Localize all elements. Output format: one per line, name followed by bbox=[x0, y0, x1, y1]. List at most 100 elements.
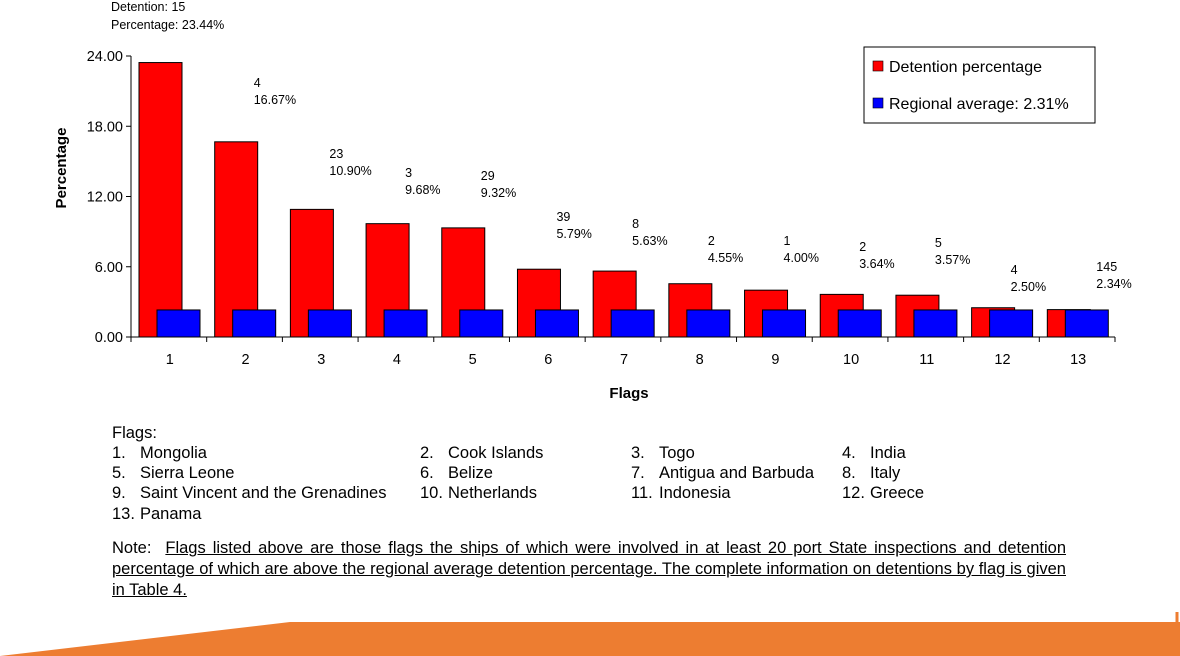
bar-detention bbox=[214, 141, 259, 338]
flag-item: 2. Cook Islands bbox=[420, 443, 543, 463]
flag-name: Italy bbox=[870, 464, 901, 482]
data-label-percentage: 4.00% bbox=[784, 251, 819, 265]
flags-heading: Flags: bbox=[112, 424, 157, 442]
flag-item: 11. Indonesia bbox=[631, 483, 731, 503]
data-label-percentage: 3.57% bbox=[935, 253, 970, 267]
x-tick-label: 6 bbox=[544, 352, 552, 368]
data-label-count: 2 bbox=[859, 240, 866, 254]
data-label-percentage: 9.32% bbox=[481, 186, 516, 200]
data-label-count: 4 bbox=[254, 76, 261, 90]
data-label-percentage: 9.68% bbox=[405, 183, 440, 197]
bar-detention bbox=[138, 62, 183, 338]
x-tick-label: 1 bbox=[166, 352, 174, 368]
data-label-count: 145 bbox=[1096, 260, 1117, 274]
bar-chart: Detention: 15 Percentage: 23.44% 0.00 6.0… bbox=[53, 0, 1132, 402]
flag-item: 7. Antigua and Barbuda bbox=[631, 463, 814, 483]
data-label-percentage: 5.63% bbox=[632, 234, 667, 248]
x-axis-title: Flags bbox=[609, 385, 648, 402]
x-tick-label: 5 bbox=[469, 352, 477, 368]
flag-name: Togo bbox=[659, 444, 695, 462]
data-label-count: 4 bbox=[1011, 263, 1018, 277]
legend-box bbox=[863, 46, 1096, 124]
bar-regional-average bbox=[837, 309, 882, 338]
flag-name: Indonesia bbox=[659, 484, 731, 502]
bar-regional-average bbox=[762, 309, 807, 338]
data-label-count: 8 bbox=[632, 217, 639, 231]
y-tick-label: 12.00 bbox=[87, 190, 123, 206]
flag-name: Antigua and Barbuda bbox=[659, 464, 815, 482]
flag-name: India bbox=[870, 444, 906, 462]
x-tick-label: 3 bbox=[317, 352, 325, 368]
flag-item: 8. Italy bbox=[842, 463, 900, 483]
bar-regional-average bbox=[913, 309, 958, 338]
flag-name: Belize bbox=[448, 464, 493, 482]
flag-item: 3. Togo bbox=[631, 443, 695, 463]
flag-item: 12. Greece bbox=[842, 483, 924, 503]
bar-regional-average bbox=[686, 309, 731, 338]
legend: Detention percentage Regional average: 2… bbox=[863, 46, 1096, 124]
flag-number: 5. bbox=[112, 464, 126, 482]
flag-name: Panama bbox=[140, 505, 202, 523]
flag-item: 1. Mongolia bbox=[112, 443, 207, 463]
data-label-count: 3 bbox=[405, 166, 412, 180]
flag-name: Cook Islands bbox=[448, 444, 544, 462]
legend-label-regional: Regional average: 2.31% bbox=[889, 96, 1069, 113]
flag-number: 10. bbox=[420, 484, 443, 502]
footer-accent-bar bbox=[0, 612, 1180, 656]
data-label-count: 29 bbox=[481, 169, 495, 183]
flag-number: 4. bbox=[842, 444, 856, 462]
flag-item: 9. Saint Vincent and the Grenadines bbox=[112, 483, 386, 503]
legend-swatch-detention bbox=[872, 60, 884, 72]
flag-number: 2. bbox=[420, 444, 434, 462]
flag-name: Netherlands bbox=[448, 484, 537, 502]
x-tick-label: 12 bbox=[994, 352, 1010, 368]
note-text: Flags listed above are those flags the s… bbox=[112, 539, 1067, 599]
bar-regional-average bbox=[989, 309, 1034, 338]
flag-item: 5. Sierra Leone bbox=[112, 463, 234, 483]
flag-number: 7. bbox=[631, 464, 645, 482]
bar-regional-average bbox=[459, 309, 504, 338]
flag-item: 13. Panama bbox=[112, 504, 201, 524]
bar-regional-average bbox=[534, 309, 579, 338]
bar-regional-average bbox=[383, 309, 428, 338]
flag-item: 4. India bbox=[842, 443, 906, 463]
bar-regional-average bbox=[610, 309, 655, 338]
footer-accent-shape bbox=[0, 622, 1180, 656]
x-tick-label: 7 bbox=[620, 352, 628, 368]
bar-regional-average bbox=[1064, 309, 1109, 338]
data-label-percentage: 2.34% bbox=[1096, 277, 1131, 291]
data-label-count: 23 bbox=[329, 147, 343, 161]
data-label-percentage: 2.50% bbox=[1011, 280, 1046, 294]
data-label-percentage: 10.90% bbox=[329, 164, 371, 178]
data-label-percentage: 4.55% bbox=[708, 251, 743, 265]
y-axis-title: Percentage bbox=[53, 128, 70, 209]
data-label-count: 1 bbox=[784, 234, 791, 248]
bar-regional-average bbox=[307, 309, 352, 338]
flag-number: 6. bbox=[420, 464, 434, 482]
y-tick-label: 24.00 bbox=[87, 49, 123, 65]
y-tick-label: 6.00 bbox=[95, 260, 123, 276]
flag-name: Sierra Leone bbox=[140, 464, 235, 482]
bar-regional-average bbox=[232, 309, 277, 338]
y-tick-label: 18.00 bbox=[87, 119, 123, 135]
flag-name: Saint Vincent and the Grenadines bbox=[140, 484, 387, 502]
data-label-percentage: 5.79% bbox=[556, 227, 591, 241]
y-tick-label: 0.00 bbox=[95, 330, 123, 346]
top-annotation-line1: Detention: 15 bbox=[111, 0, 185, 14]
flag-number: 12. bbox=[842, 484, 865, 502]
data-label-percentage: 3.64% bbox=[859, 257, 894, 271]
x-tick-label: 11 bbox=[919, 352, 934, 368]
flag-item: 10. Netherlands bbox=[420, 483, 537, 503]
x-tick-label: 9 bbox=[771, 352, 779, 368]
data-label-count: 39 bbox=[556, 210, 570, 224]
flags-list: Flags: bbox=[112, 423, 157, 444]
x-tick-label: 4 bbox=[393, 352, 401, 368]
x-tick-label: 10 bbox=[843, 352, 859, 368]
flag-number: 13. bbox=[112, 505, 135, 523]
note: Note: Flags listed above are those flags… bbox=[112, 538, 1066, 601]
flag-number: 9. bbox=[112, 484, 126, 502]
top-annotation-line2: Percentage: 23.44% bbox=[111, 18, 224, 32]
x-tick-label: 2 bbox=[241, 352, 249, 368]
x-tick-label: 8 bbox=[696, 352, 704, 368]
legend-label-detention: Detention percentage bbox=[889, 59, 1042, 76]
